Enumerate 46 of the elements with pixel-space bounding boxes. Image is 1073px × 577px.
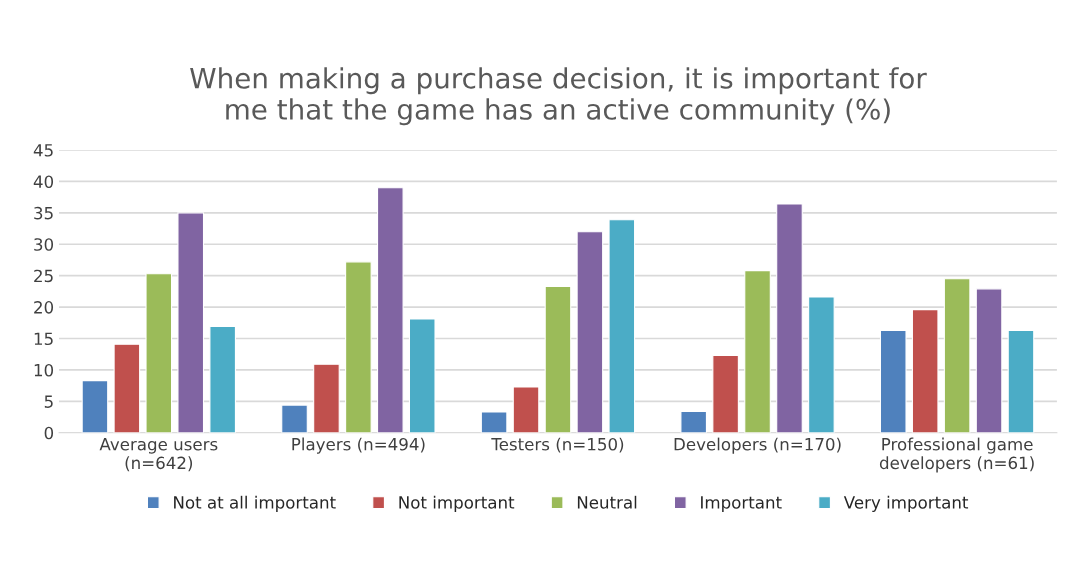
bar bbox=[113, 343, 141, 433]
bar bbox=[576, 231, 604, 433]
bar bbox=[145, 273, 173, 433]
bar bbox=[712, 354, 739, 433]
bar bbox=[544, 285, 572, 433]
x-tick-label: Professional game developers (n=61) bbox=[879, 437, 1034, 473]
bar bbox=[345, 261, 372, 433]
y-tick-label: 40 bbox=[33, 175, 54, 188]
bar bbox=[911, 309, 939, 433]
bar bbox=[408, 318, 436, 433]
bar bbox=[879, 329, 907, 433]
bar bbox=[81, 380, 109, 433]
x-tick-label: Average users (n=642) bbox=[99, 438, 218, 472]
bar bbox=[1007, 329, 1035, 433]
y-tick-label: 5 bbox=[44, 395, 53, 408]
bar bbox=[281, 404, 308, 433]
bar bbox=[608, 219, 636, 433]
legend-label: Neutral bbox=[577, 495, 637, 509]
bar bbox=[943, 278, 971, 433]
bar bbox=[376, 187, 404, 433]
bar bbox=[480, 411, 508, 433]
x-tick-label: Testers (n=150) bbox=[491, 437, 624, 453]
y-tick-label: 35 bbox=[34, 206, 53, 220]
y-tick-label: 10 bbox=[34, 363, 54, 377]
y-tick-label: 25 bbox=[34, 269, 53, 283]
bar bbox=[177, 212, 205, 433]
bar bbox=[744, 270, 771, 433]
x-tick-label: Developers (n=170) bbox=[674, 437, 841, 454]
bar bbox=[680, 410, 708, 433]
y-tick-label: 45 bbox=[33, 144, 53, 157]
chart-title: When making a purchase decision, it is important for me that the game has an active community (%) bbox=[190, 67, 927, 126]
bar bbox=[975, 288, 1003, 433]
y-tick-label: 0 bbox=[44, 426, 54, 440]
y-tick-label: 20 bbox=[34, 301, 54, 314]
y-tick-label: 30 bbox=[34, 238, 54, 251]
legend-label: Not important bbox=[399, 495, 515, 512]
bar bbox=[776, 203, 803, 433]
bar bbox=[313, 363, 340, 433]
x-tick-label: Players (n=494) bbox=[292, 437, 425, 454]
y-tick-label: 15 bbox=[34, 332, 53, 346]
legend-label: Very important bbox=[843, 495, 969, 512]
bar bbox=[209, 326, 236, 433]
legend-label: Not at all important bbox=[174, 495, 336, 512]
bar bbox=[808, 296, 835, 433]
bar bbox=[512, 386, 540, 433]
legend-label: Important bbox=[701, 496, 782, 512]
